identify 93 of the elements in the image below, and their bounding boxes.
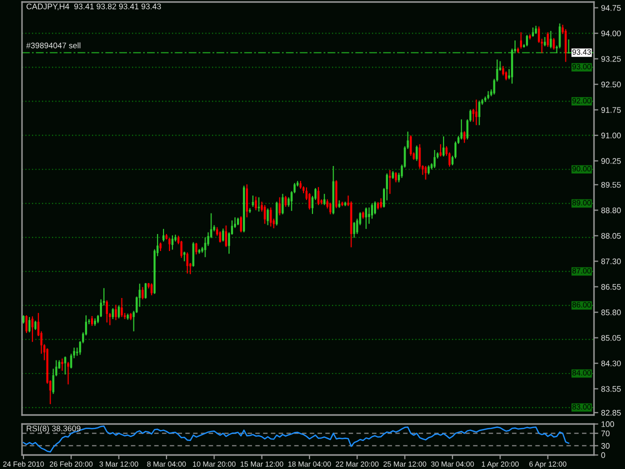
candlestick bbox=[225, 224, 228, 248]
candlestick bbox=[254, 196, 257, 211]
candlestick bbox=[546, 32, 549, 48]
candlestick bbox=[28, 316, 30, 333]
candlestick bbox=[368, 206, 370, 224]
candlestick bbox=[264, 204, 266, 224]
candlestick bbox=[478, 100, 480, 126]
candlestick bbox=[195, 242, 198, 255]
candlestick bbox=[90, 315, 94, 326]
chart-title: RSI(8) 38.3609 bbox=[26, 425, 80, 433]
candlestick bbox=[192, 242, 194, 268]
candlestick bbox=[270, 206, 272, 228]
y-tick-label: 87.30 bbox=[601, 258, 621, 264]
candlestick bbox=[487, 90, 490, 100]
candlestick bbox=[186, 252, 188, 274]
y-tick-label: 83.55 bbox=[601, 386, 621, 392]
y-tick-label: 94.75 bbox=[601, 5, 621, 11]
candlestick bbox=[120, 297, 123, 318]
y-tick-label: 88.05 bbox=[601, 233, 621, 239]
candlestick bbox=[34, 320, 36, 330]
y-tick-label: 84.30 bbox=[601, 360, 621, 366]
candlestick bbox=[428, 164, 430, 175]
candlestick bbox=[380, 198, 382, 209]
candlestick bbox=[374, 200, 376, 215]
y-tick-label: 91.75 bbox=[601, 107, 621, 113]
chart-title: CADJPY,H4 93.41 93.82 93.41 93.43 bbox=[26, 4, 161, 10]
candlestick bbox=[394, 172, 397, 183]
y-tick-label: 93.25 bbox=[601, 56, 621, 62]
candlestick bbox=[240, 216, 242, 233]
candlestick bbox=[568, 38, 570, 54]
candlestick bbox=[246, 184, 248, 218]
candlestick bbox=[204, 236, 206, 258]
candlestick bbox=[552, 38, 555, 50]
candlestick bbox=[106, 300, 108, 323]
candlestick bbox=[550, 30, 552, 49]
candlestick bbox=[460, 118, 462, 140]
candlestick bbox=[252, 195, 254, 208]
y-tick-label: 85.05 bbox=[601, 335, 621, 341]
y-tick-label: 82.85 bbox=[601, 410, 621, 416]
candlestick bbox=[150, 282, 153, 296]
candlestick bbox=[31, 316, 34, 342]
candlestick bbox=[25, 314, 28, 334]
y-tick-label: 70 bbox=[601, 430, 610, 436]
candlestick bbox=[502, 65, 504, 76]
ref-line-label: #39894047 sell bbox=[26, 42, 80, 48]
y-tick-label: 92.50 bbox=[601, 82, 621, 88]
candlestick bbox=[282, 193, 284, 215]
candlestick bbox=[266, 208, 269, 226]
candlestick bbox=[440, 144, 442, 157]
candlestick bbox=[353, 222, 356, 238]
y-tick-label: 90.25 bbox=[601, 158, 621, 164]
candlestick bbox=[520, 32, 522, 50]
candlestick bbox=[434, 149, 436, 169]
candlestick bbox=[162, 228, 165, 242]
candlestick bbox=[114, 304, 117, 321]
y-tick-label: 30 bbox=[601, 442, 610, 449]
candlestick bbox=[183, 251, 186, 262]
candlestick bbox=[171, 234, 174, 250]
candlestick bbox=[558, 22, 561, 49]
y-tick-label: 88.80 bbox=[601, 207, 621, 214]
candlestick bbox=[61, 358, 64, 372]
candlestick bbox=[168, 238, 170, 252]
candlestick bbox=[365, 206, 368, 230]
candlestick bbox=[144, 282, 147, 300]
candlestick bbox=[564, 28, 567, 62]
candlestick bbox=[526, 34, 528, 47]
candlestick bbox=[463, 130, 466, 144]
candlestick bbox=[219, 230, 222, 244]
candlestick bbox=[532, 26, 534, 38]
y-tick-label: 89.55 bbox=[601, 182, 621, 188]
line-series bbox=[22, 426, 570, 453]
candlestick bbox=[416, 145, 418, 162]
candlestick bbox=[276, 201, 278, 226]
candlestick bbox=[442, 136, 445, 157]
candlestick bbox=[284, 195, 287, 208]
candlestick bbox=[142, 286, 144, 300]
candlestick bbox=[424, 165, 427, 180]
candlestick bbox=[112, 308, 114, 320]
candlestick bbox=[329, 202, 332, 215]
y-tick-label: 0 bbox=[601, 452, 606, 458]
y-tick-label: 85.80 bbox=[601, 310, 621, 316]
y-tick-label: 91.00 bbox=[601, 132, 621, 138]
candlestick bbox=[410, 134, 412, 156]
y-tick-label: 94.00 bbox=[601, 30, 621, 36]
candlestick bbox=[118, 304, 120, 319]
candlestick bbox=[317, 186, 320, 206]
y-tick-label: 100 bbox=[602, 421, 614, 427]
candlestick bbox=[278, 196, 281, 216]
candlestick bbox=[64, 356, 66, 376]
candlestick bbox=[388, 170, 391, 194]
y-tick-label: 86.55 bbox=[601, 284, 621, 290]
candlestick bbox=[222, 228, 224, 242]
candlestick bbox=[475, 99, 478, 126]
